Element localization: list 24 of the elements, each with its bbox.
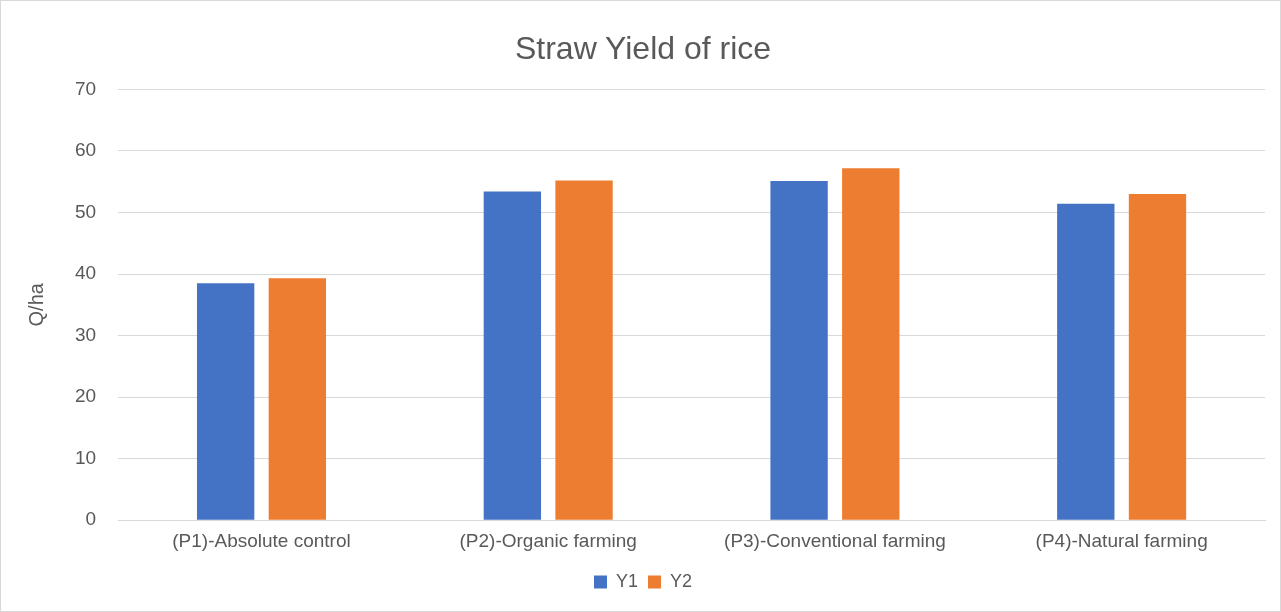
bar [483,191,542,520]
bar [1128,194,1187,520]
y-tick-label: 50 [74,200,97,222]
y-tick-label: 20 [74,385,97,407]
chart-title: Straw Yield of rice [514,30,772,67]
y-tick-label: 40 [74,262,97,284]
bar [555,180,613,520]
bar [770,181,828,520]
bar [1057,203,1115,520]
y-tick-label: 30 [74,323,97,345]
bar [196,283,255,520]
bar [842,168,900,520]
y-tick-label: 70 [74,77,97,99]
x-tick-label: (P1)-Absolute control [172,529,351,551]
x-tick-label: (P2)-Organic farming [459,529,637,551]
y-tick-label: 0 [85,508,97,530]
y-tick-label: 60 [74,139,97,161]
x-tick-label: (P4)-Natural farming [1035,529,1208,551]
bar [268,278,326,520]
y-tick-label: 10 [74,446,97,468]
legend-label: Y1 [615,570,639,591]
legend-label: Y2 [670,570,693,591]
y-axis-title: Q/ha [24,282,47,327]
x-tick-label: (P3)-Conventional farming [724,529,946,551]
